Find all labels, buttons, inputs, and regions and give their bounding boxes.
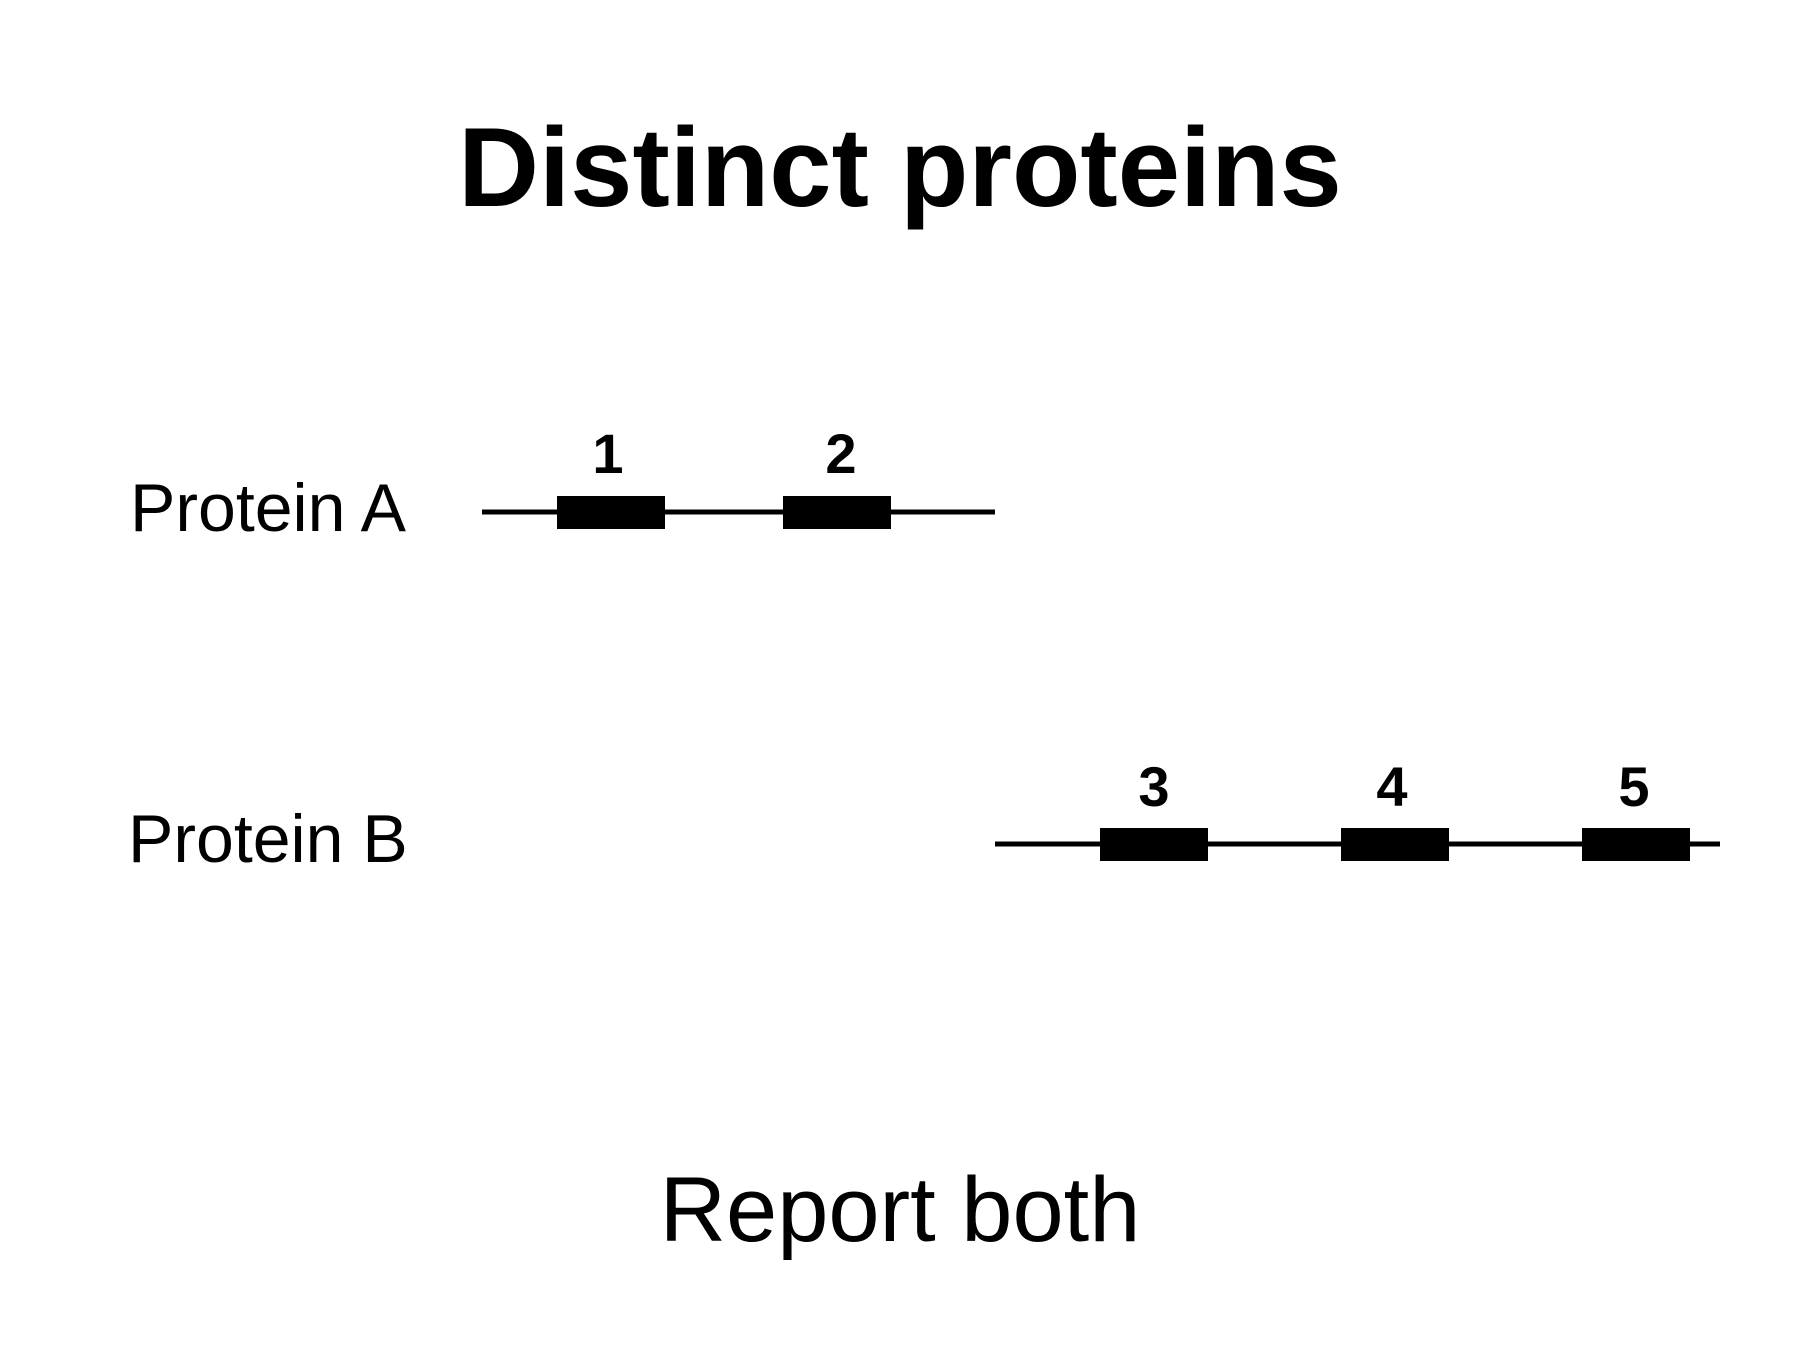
domain-2-box [783, 496, 891, 529]
domain-3-number: 3 [1138, 755, 1169, 818]
domain-1-box [557, 496, 665, 529]
domain-1-number: 1 [592, 422, 623, 485]
protein-a-track: 1 2 [482, 422, 995, 529]
domain-4-box [1341, 828, 1449, 861]
domain-5-box [1582, 828, 1690, 861]
domain-4-number: 4 [1376, 755, 1407, 818]
domain-2-number: 2 [825, 422, 856, 485]
domain-3-box [1100, 828, 1208, 861]
protein-a-label: Protein A [130, 470, 406, 546]
protein-b-track: 3 4 5 [995, 755, 1720, 861]
protein-b-label: Protein B [128, 801, 408, 877]
page-title: Distinct proteins [458, 105, 1342, 230]
footer-caption: Report both [659, 1159, 1141, 1261]
domain-5-number: 5 [1618, 755, 1649, 818]
